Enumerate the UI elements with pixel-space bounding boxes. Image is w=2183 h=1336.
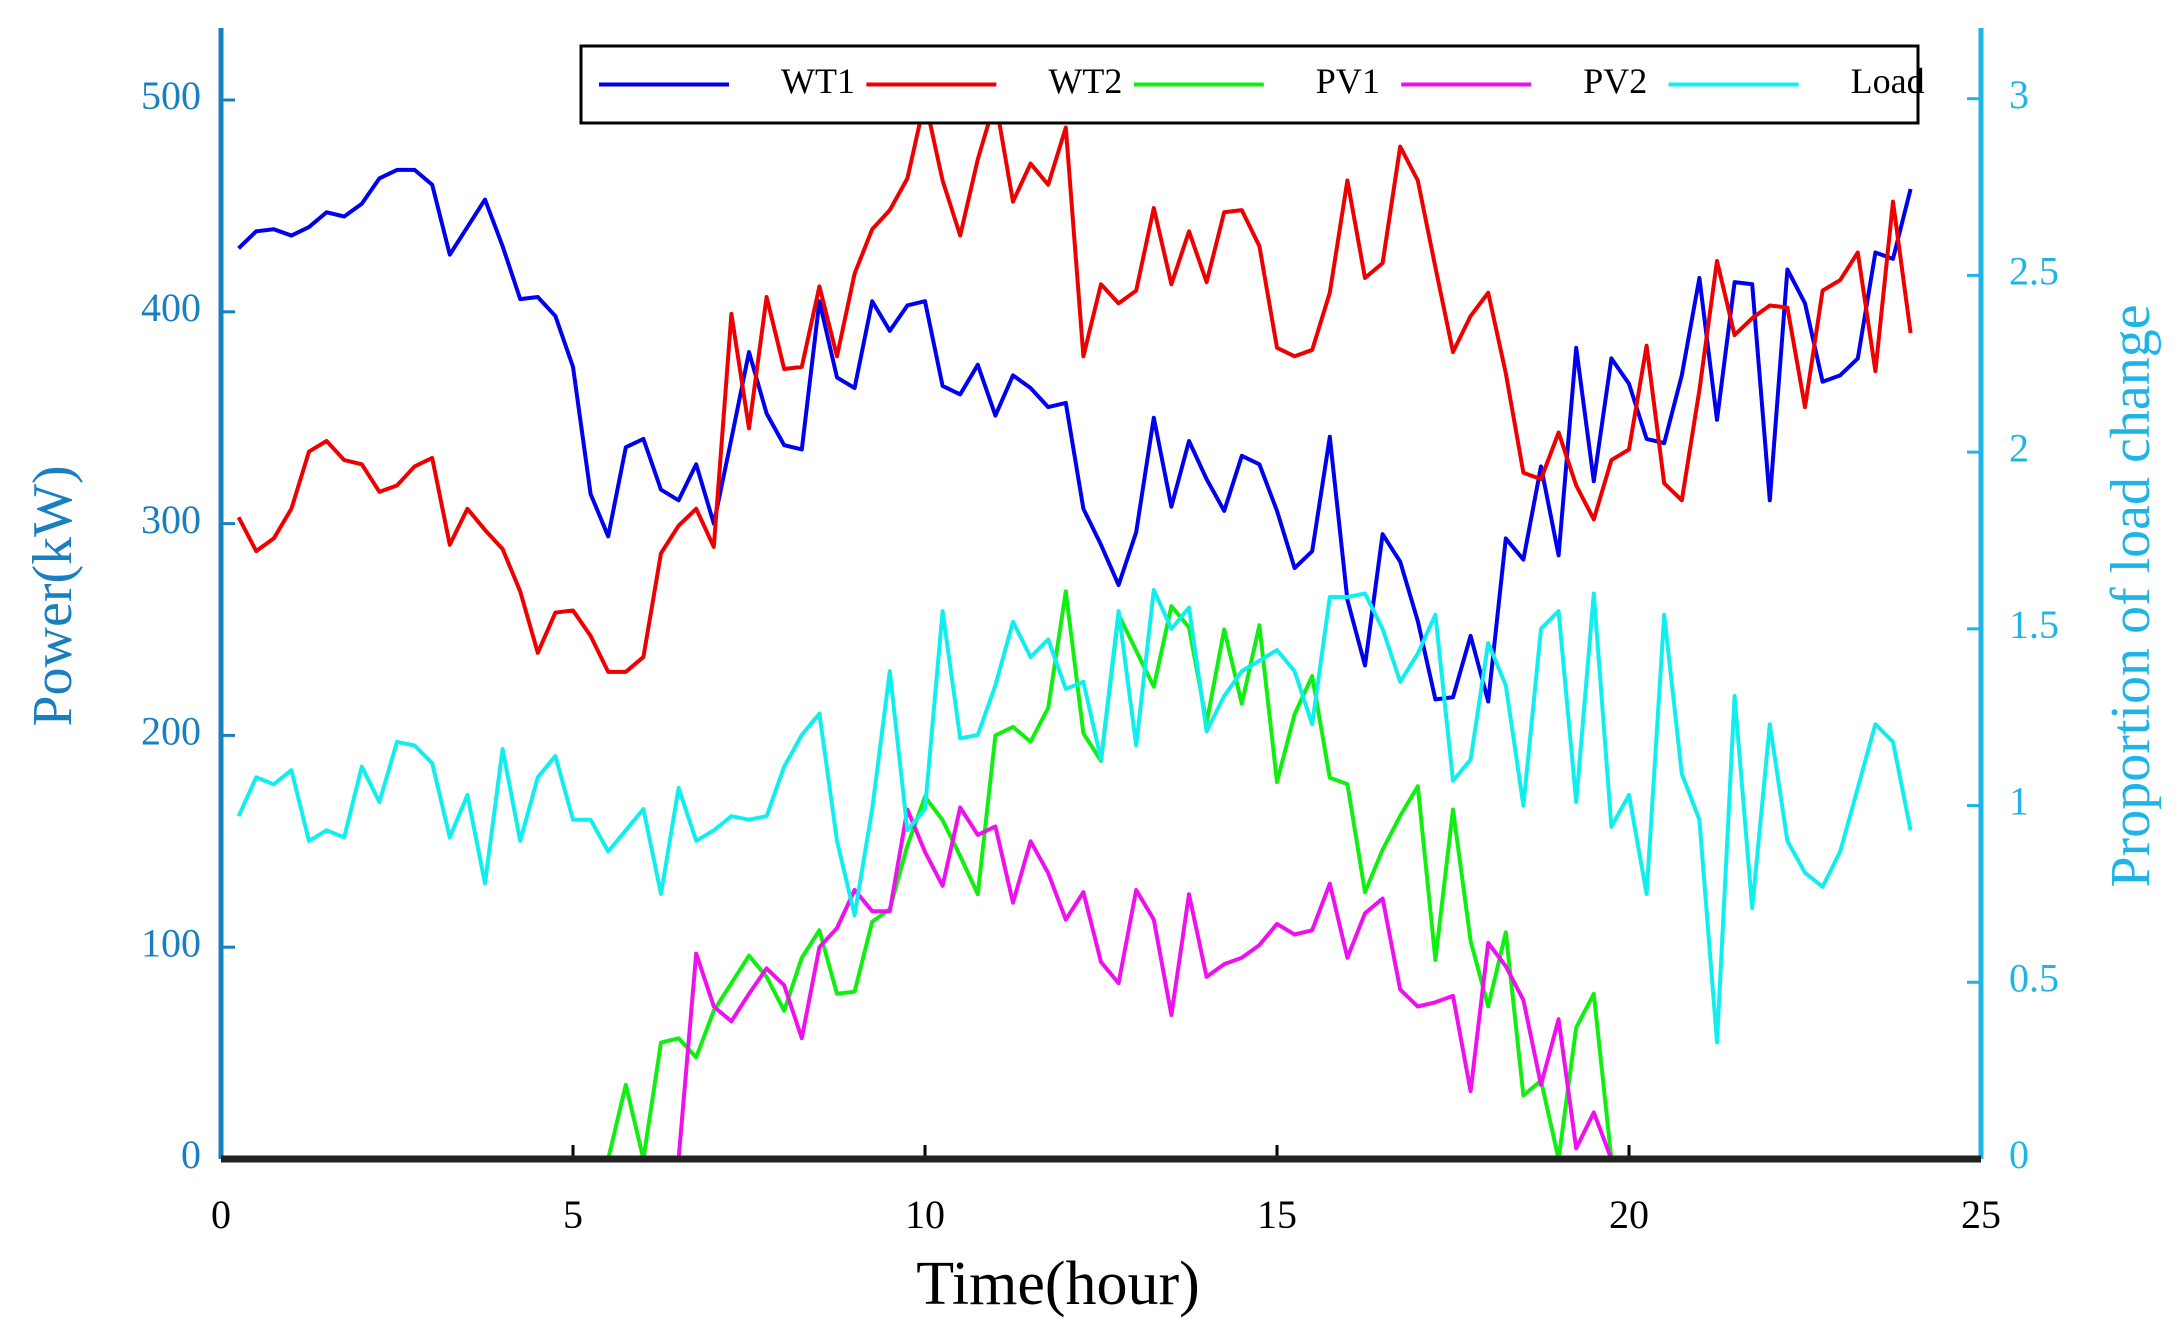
legend-label: PV1 — [1316, 61, 1380, 101]
legend-label: Load — [1851, 61, 1925, 101]
legend-label: PV2 — [1583, 61, 1647, 101]
y2-tick-label: 2.5 — [2009, 249, 2059, 294]
y-tick-label: 400 — [141, 285, 201, 330]
y-axis-title: Power(kW) — [22, 465, 84, 726]
y2-axis-title: Proportion of load change — [2100, 304, 2162, 887]
y2-tick-label: 0 — [2009, 1132, 2029, 1177]
y-tick-label: 0 — [181, 1132, 201, 1177]
y2-tick-label: 0.5 — [2009, 955, 2059, 1000]
y-tick-label: 300 — [141, 497, 201, 542]
legend-label: WT1 — [781, 61, 855, 101]
y2-tick-label: 2 — [2009, 425, 2029, 470]
x-tick-label: 0 — [211, 1192, 231, 1237]
data-line — [237, 167, 1913, 704]
y2-tick-label: 1 — [2009, 779, 2029, 824]
x-tick-label: 10 — [905, 1192, 945, 1237]
legend-label: WT2 — [1048, 61, 1122, 101]
x-axis-title: Time(hour) — [916, 1250, 1200, 1318]
y-tick-label: 100 — [141, 920, 201, 965]
x-tick-label: 20 — [1609, 1192, 1649, 1237]
x-tick-label: 25 — [1961, 1192, 2001, 1237]
y-tick-label: 500 — [141, 73, 201, 118]
x-tick-label: 15 — [1257, 1192, 1297, 1237]
x-tick-label: 5 — [563, 1192, 583, 1237]
data-line — [236, 98, 1913, 674]
y-tick-label: 200 — [141, 709, 201, 754]
data-line — [236, 587, 1913, 1045]
y2-tick-label: 3 — [2009, 72, 2029, 117]
y2-tick-label: 1.5 — [2009, 602, 2059, 647]
